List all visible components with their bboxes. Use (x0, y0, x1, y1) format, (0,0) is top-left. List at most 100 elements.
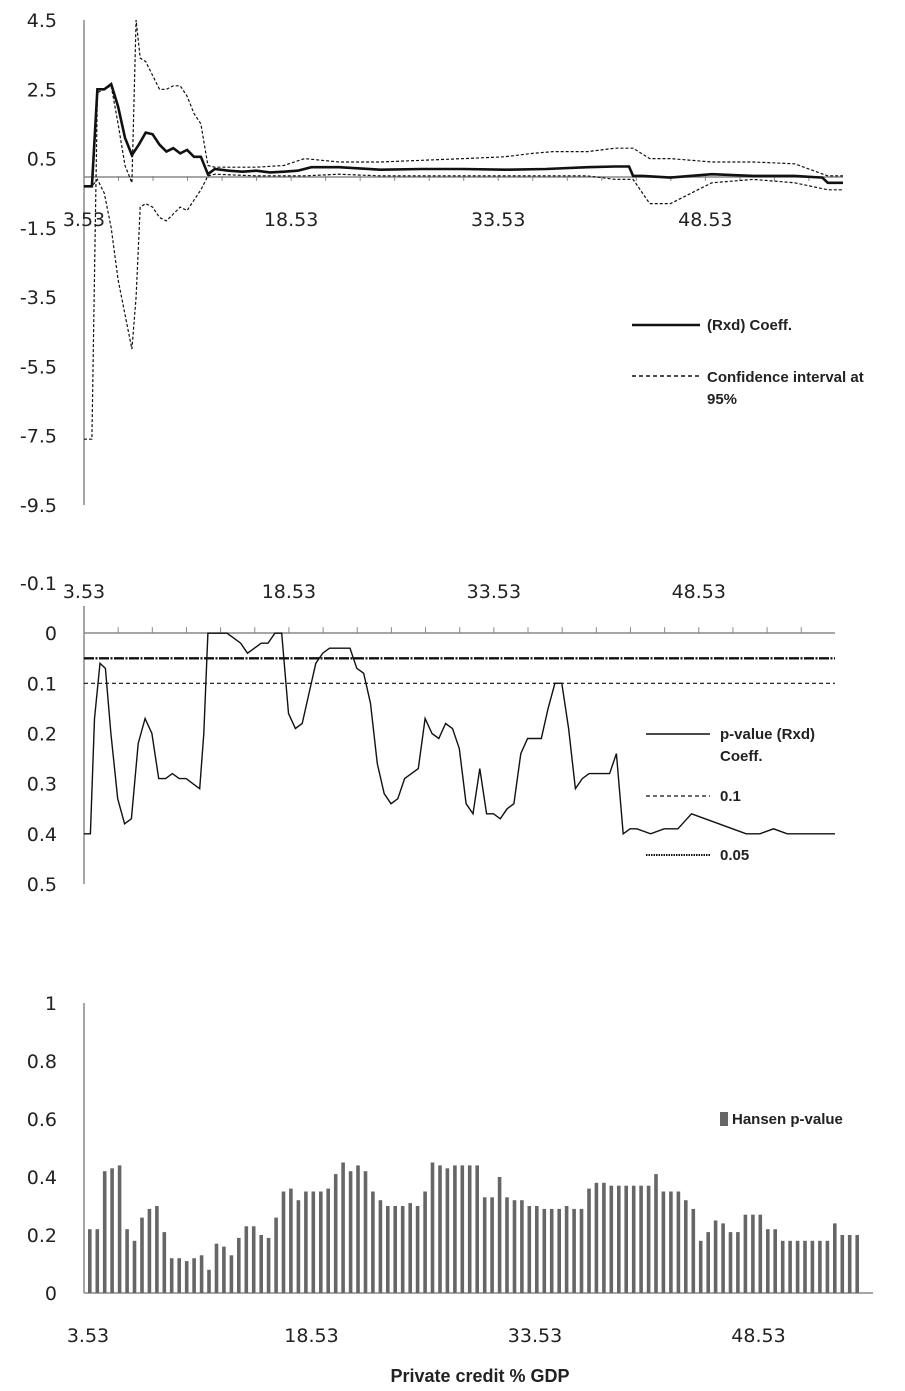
hansen-bar (341, 1162, 345, 1293)
hansen-bar (423, 1191, 427, 1293)
y-tick-label: 0.6 (27, 1109, 57, 1131)
confidence-line (84, 19, 843, 440)
y-tick-label: 0.5 (27, 874, 57, 896)
hansen-bar (736, 1232, 740, 1293)
legend-swatch-hansen (720, 1112, 728, 1126)
hansen-bar (684, 1200, 688, 1293)
y-tick-label: -5.5 (20, 356, 57, 378)
hansen-bar (281, 1191, 286, 1293)
bars (88, 1162, 859, 1293)
hansen-bar (795, 1240, 800, 1293)
hansen-bar (818, 1240, 822, 1293)
coeff-line (84, 81, 843, 188)
hansen-bar (758, 1214, 763, 1293)
hansen-bar (609, 1185, 614, 1293)
hansen-bar (311, 1191, 316, 1293)
hansen-bar (766, 1229, 770, 1293)
x-tick-label: 18.53 (262, 581, 316, 603)
hansen-bar (125, 1229, 129, 1293)
hansen-bar (497, 1177, 502, 1293)
x-tick-label: 48.53 (731, 1325, 785, 1347)
hansen-bar (482, 1197, 487, 1293)
hansen-bar (549, 1208, 554, 1293)
hansen-bar (244, 1226, 249, 1293)
hansen-bar (631, 1185, 636, 1293)
hansen-bar (676, 1191, 681, 1293)
hansen-bar (467, 1165, 472, 1293)
hansen-bar (333, 1174, 338, 1293)
x-tick-label: 48.53 (678, 209, 732, 231)
hansen-bar (430, 1162, 435, 1293)
hansen-bar (527, 1206, 532, 1293)
hansen-bar (199, 1255, 204, 1293)
hansen-bar (88, 1229, 92, 1293)
hansen-bar (803, 1240, 807, 1293)
hansen-bar (363, 1171, 368, 1293)
hansen-bar (512, 1200, 517, 1293)
hansen-bar (557, 1208, 561, 1293)
y-tick-label: 0.5 (27, 149, 57, 171)
hansen-bar (445, 1168, 450, 1293)
hansen-bar (542, 1208, 547, 1293)
x-tick-labels: 3.53 18.53 33.53 48.53 (63, 581, 726, 603)
hansen-bar (214, 1243, 219, 1293)
confidence-line (84, 173, 843, 350)
hansen-bar (654, 1174, 658, 1293)
hansen-bar (535, 1206, 539, 1293)
hansen-bar (356, 1165, 360, 1293)
hansen-bar (222, 1246, 226, 1293)
series-lines (84, 19, 843, 440)
x-tick-marks (83, 627, 802, 634)
y-tick-label: 0.8 (27, 1051, 57, 1073)
hansen-bar (229, 1255, 234, 1293)
x-tick-label: 3.53 (63, 209, 105, 231)
y-tick-label: 0.4 (27, 824, 57, 846)
y-tick-label: 4.5 (27, 10, 57, 32)
hansen-bar (728, 1232, 733, 1293)
hansen-bar (617, 1185, 621, 1293)
y-tick-label: 0.2 (27, 724, 57, 746)
hansen-bar (140, 1217, 144, 1293)
y-tick-labels: -0.1 0 0.1 0.2 0.3 0.4 0.5 (20, 573, 57, 896)
hansen-bar (207, 1269, 211, 1293)
hansen-bar (661, 1191, 666, 1293)
x-tick-label: 3.53 (63, 581, 105, 603)
x-axis-title: Private credit % GDP (390, 1366, 569, 1386)
hansen-bar (117, 1165, 122, 1293)
hansen-bar (184, 1261, 189, 1293)
hansen-bar (810, 1240, 815, 1293)
hansen-bar (646, 1185, 651, 1293)
legend: Hansen p-value (720, 1111, 843, 1128)
hansen-bar (438, 1165, 442, 1293)
legend-label-pvalue: p-value (Rxd) Coeff. (720, 726, 815, 765)
hansen-bar (393, 1206, 397, 1293)
y-tick-label: 0.2 (27, 1225, 57, 1247)
pvalue-line (84, 632, 835, 836)
hansen-bar (177, 1258, 181, 1293)
hansen-bar (102, 1171, 107, 1293)
hansen-bar (169, 1258, 174, 1293)
hansen-bar (721, 1223, 725, 1293)
x-tick-label: 33.53 (467, 581, 521, 603)
hansen-bar (95, 1229, 100, 1293)
y-tick-label: -3.5 (20, 287, 57, 309)
hansen-bar (192, 1258, 196, 1293)
hansen-bar (453, 1165, 457, 1293)
hansen-bar (304, 1191, 308, 1293)
hansen-bar (773, 1229, 777, 1293)
x-tick-label: 18.53 (284, 1325, 338, 1347)
hansen-bar (274, 1217, 278, 1293)
x-tick-labels: 3.53 18.53 33.53 48.53 (67, 1325, 786, 1347)
hansen-bar (155, 1206, 159, 1293)
hansen-bar (594, 1182, 599, 1293)
hansen-bar (855, 1235, 859, 1293)
hansen-bar (371, 1191, 375, 1293)
x-tick-label: 3.53 (67, 1325, 109, 1347)
hansen-bar (564, 1206, 569, 1293)
hansen-bar (743, 1214, 748, 1293)
y-tick-label: 0.1 (27, 673, 57, 695)
hansen-bar (147, 1208, 152, 1293)
hansen-bar (669, 1191, 673, 1293)
hansen-bar (698, 1240, 703, 1293)
